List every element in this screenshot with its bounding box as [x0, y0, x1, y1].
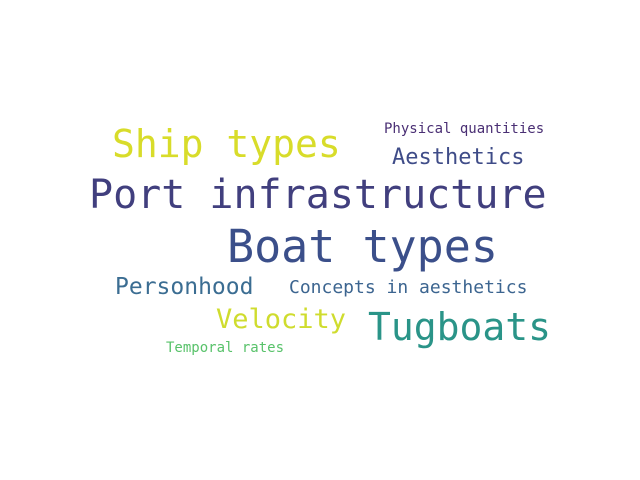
word-concepts-in-aesthetics: Concepts in aesthetics [289, 277, 528, 298]
word-personhood: Personhood [115, 274, 254, 300]
word-temporal-rates: Temporal rates [166, 340, 285, 356]
word-boat-types: Boat types [227, 220, 498, 273]
word-aesthetics: Aesthetics [392, 145, 525, 170]
word-ship-types: Ship types [112, 122, 341, 166]
word-port-infrastructure: Port infrastructure [89, 172, 547, 218]
word-tugboats: Tugboats [368, 305, 552, 349]
word-velocity: Velocity [216, 304, 347, 335]
word-physical-quantities: Physical quantities [384, 121, 545, 137]
